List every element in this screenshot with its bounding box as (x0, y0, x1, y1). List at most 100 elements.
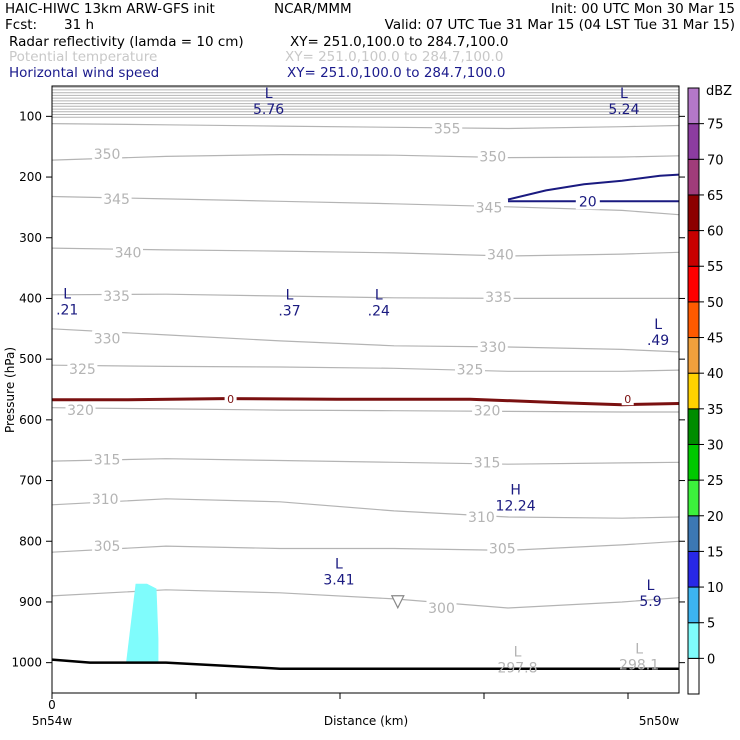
colorbar-level: 35 (707, 403, 724, 418)
theta-label-bg (474, 199, 504, 216)
marker-symbol-L: L (647, 578, 655, 594)
theta-label: 345 (103, 192, 130, 208)
field-xy-reflectivity: XY= 251.0,100.0 to 284.7,100.0 (290, 34, 508, 50)
colorbar-box (687, 87, 700, 125)
marker-value: 5.76 (253, 102, 284, 118)
colorbar-level: 10 (707, 581, 724, 596)
theta-label-bg (485, 246, 516, 263)
forecast-label: Fcst: (5, 17, 37, 33)
colorbar-box (687, 337, 700, 374)
org-label: NCAR/MMM (274, 1, 352, 17)
theta-label: 310 (468, 510, 495, 526)
theta-label: 305 (94, 539, 121, 555)
wind-contour-label: 20 (579, 194, 597, 210)
marker-value: 297.8 (497, 661, 537, 677)
y-tick-label: 700 (19, 474, 42, 488)
theta-contour-325 (51, 364, 680, 372)
theta-label-bg (101, 190, 132, 207)
theta-label-bg (92, 330, 123, 347)
theta-label-bg (101, 288, 132, 305)
theta-labels: 355 350 350 345 345 340 340 335 335 330 330 325 325 3… (65, 120, 518, 617)
x-end-label: 5n50w (639, 714, 680, 728)
theta-label-bg (113, 244, 143, 261)
colorbar-level: 40 (707, 367, 724, 382)
colorbar-level: 25 (707, 474, 724, 489)
model-title: HAIC-HIWC 13km ARW-GFS init (5, 1, 215, 17)
marker-value: 5.9 (639, 594, 661, 610)
marker-value: 298.1 (619, 658, 659, 674)
wind-label-bg (575, 193, 600, 210)
theta-label: 300 (428, 601, 455, 617)
colorbar-level: 15 (707, 545, 724, 560)
freezing-level-line (52, 397, 680, 407)
theta-contour-330 (51, 328, 680, 353)
theta-label-bg (67, 360, 98, 377)
theta-label: 340 (115, 245, 142, 261)
colorbar-level: 20 (707, 510, 724, 525)
theta-label-bg (477, 148, 508, 165)
marker-value: .24 (368, 304, 390, 320)
marker-value: 5.24 (608, 102, 639, 118)
colorbar-box (687, 123, 700, 160)
marker-symbol-L: L (335, 557, 343, 573)
theta-label: 345 (476, 200, 503, 216)
y-tick-label: 500 (19, 352, 42, 366)
field-xy-wind: XY= 251.0,100.0 to 284.7,100.0 (287, 65, 505, 81)
colorbar-box (687, 230, 700, 267)
theta-label-bg (483, 289, 514, 306)
marker-value: 12.24 (496, 499, 536, 515)
forecast-hours: 31 h (64, 17, 94, 33)
marker-symbol-L: L (265, 86, 273, 102)
theta-label: 350 (94, 147, 121, 163)
colorbar-level: 5 (707, 617, 715, 632)
theta-label: 325 (69, 362, 96, 378)
y-tick-label: 900 (19, 595, 42, 609)
theta-label-bg (92, 145, 123, 162)
colorbar-box (687, 372, 700, 410)
plot-frame (51, 85, 680, 694)
theta-label: 315 (94, 452, 121, 468)
theta-contour-335 (51, 293, 679, 299)
triangle-marker (390, 595, 405, 610)
theta-label-bg (65, 402, 96, 419)
theta-label: 325 (457, 362, 484, 378)
theta-label-bg (472, 402, 503, 419)
freezing-level-label: 0 (227, 393, 234, 406)
x-start-label: 5n54w (32, 714, 73, 728)
colorbar-box (687, 443, 700, 481)
colorbar-level: 60 (707, 225, 724, 240)
terrain-profile (51, 658, 679, 670)
field-name-theta: Potential temperature (9, 49, 157, 65)
field-xy-theta: XY= 251.0,100.0 to 284.7,100.0 (285, 49, 503, 65)
colorbar-box (687, 265, 700, 303)
colorbar-box (687, 550, 700, 588)
theta-label: 315 (474, 455, 501, 471)
init-time: Init: 00 UTC Mon 30 Mar 15 (551, 1, 735, 17)
theta-contour-355 (51, 123, 680, 130)
theta-label: 340 (487, 248, 514, 264)
colorbar-level: 70 (707, 153, 724, 168)
theta-label: 335 (103, 289, 130, 305)
y-axis-label: Pressure (hPa) (3, 347, 17, 433)
colorbar-box (687, 301, 700, 339)
colorbar-box (687, 158, 700, 196)
y-tick-label: 200 (19, 170, 42, 184)
plot-area: 355 350 350 345 345 340 340 335 335 330 330 325 325 3… (51, 85, 680, 694)
marker-symbol-L: L (654, 317, 662, 333)
theta-label: 305 (489, 542, 516, 558)
marker-symbol-L: L (63, 286, 71, 302)
theta-label-bg (472, 454, 503, 471)
colorbar-box (687, 515, 700, 552)
y-tick-label: 600 (19, 413, 42, 427)
colorbar-level: 30 (707, 438, 724, 453)
colorbar-box (687, 657, 700, 695)
theta-label: 335 (485, 290, 512, 306)
freezing-level-label: 0 (624, 393, 631, 406)
marker-value: .49 (647, 333, 669, 349)
marker-symbol-L: L (286, 288, 294, 304)
theta-label: 330 (94, 332, 121, 348)
x-axis-label: Distance (km) (324, 714, 408, 728)
wind-contours: 20 (507, 173, 680, 210)
